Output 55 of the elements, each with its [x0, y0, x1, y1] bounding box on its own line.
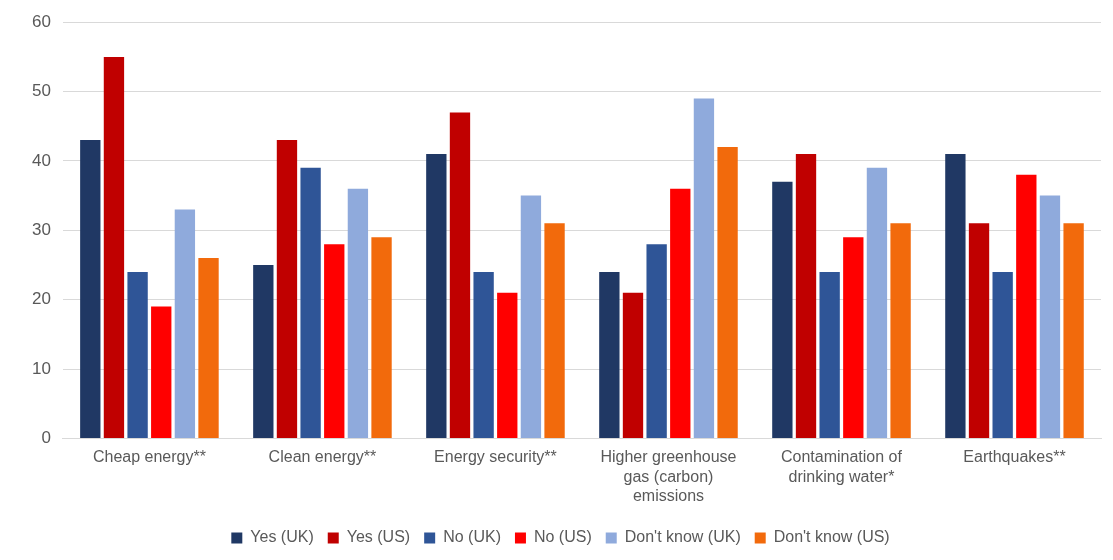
legend-label: No (US) — [533, 528, 592, 546]
bar — [371, 237, 392, 438]
y-tick-label: 30 — [31, 219, 51, 239]
bar — [646, 244, 667, 438]
y-tick-label: 0 — [41, 428, 51, 448]
bar — [622, 292, 644, 438]
bar — [151, 306, 172, 438]
bar — [890, 223, 911, 438]
y-tick-label: 20 — [31, 289, 51, 309]
bar — [843, 237, 864, 438]
bar — [324, 244, 345, 438]
x-tick-label: Earthquakes** — [963, 448, 1066, 466]
x-tick-label: Clean energy** — [268, 448, 377, 466]
y-tick-label: 40 — [31, 150, 51, 170]
bar — [819, 271, 840, 438]
legend-label: Yes (US) — [346, 528, 411, 546]
bar — [544, 223, 565, 438]
bar — [276, 140, 298, 438]
bar — [866, 167, 888, 438]
bar — [103, 56, 125, 438]
bar — [426, 154, 447, 438]
bar — [599, 271, 620, 438]
bar — [945, 154, 966, 438]
bar — [717, 147, 738, 438]
y-tick-label: 10 — [31, 358, 51, 378]
bar — [253, 264, 274, 438]
bar — [80, 140, 101, 438]
y-tick-label: 50 — [31, 81, 51, 101]
x-tick-label: Contamination of drinking water* — [780, 448, 903, 485]
bar — [968, 223, 990, 438]
y-tick-label: 60 — [31, 11, 51, 31]
bar — [670, 188, 691, 438]
bar — [449, 112, 471, 438]
bar — [520, 195, 542, 438]
bar — [1016, 174, 1037, 438]
bar — [347, 188, 369, 438]
legend-label: No (UK) — [443, 528, 501, 546]
bar — [174, 209, 196, 438]
legend-label: Don't know (UK) — [624, 528, 741, 546]
bar — [198, 258, 219, 438]
x-tick-label: Energy security** — [434, 448, 557, 466]
bar — [992, 271, 1013, 438]
legend-label: Yes (UK) — [250, 528, 314, 546]
x-tick-label: Higher greenhouse gas (carbon) emissions — [600, 448, 737, 504]
bar — [473, 271, 494, 438]
bar — [693, 98, 715, 438]
x-tick-label: Cheap energy** — [92, 448, 206, 466]
bar — [300, 167, 321, 438]
bar — [795, 154, 817, 438]
bar — [772, 181, 793, 438]
bar — [497, 292, 518, 438]
legend-label: Don't know (US) — [773, 528, 890, 546]
bar — [1063, 223, 1084, 438]
bar — [1039, 195, 1061, 438]
bar — [127, 271, 148, 438]
